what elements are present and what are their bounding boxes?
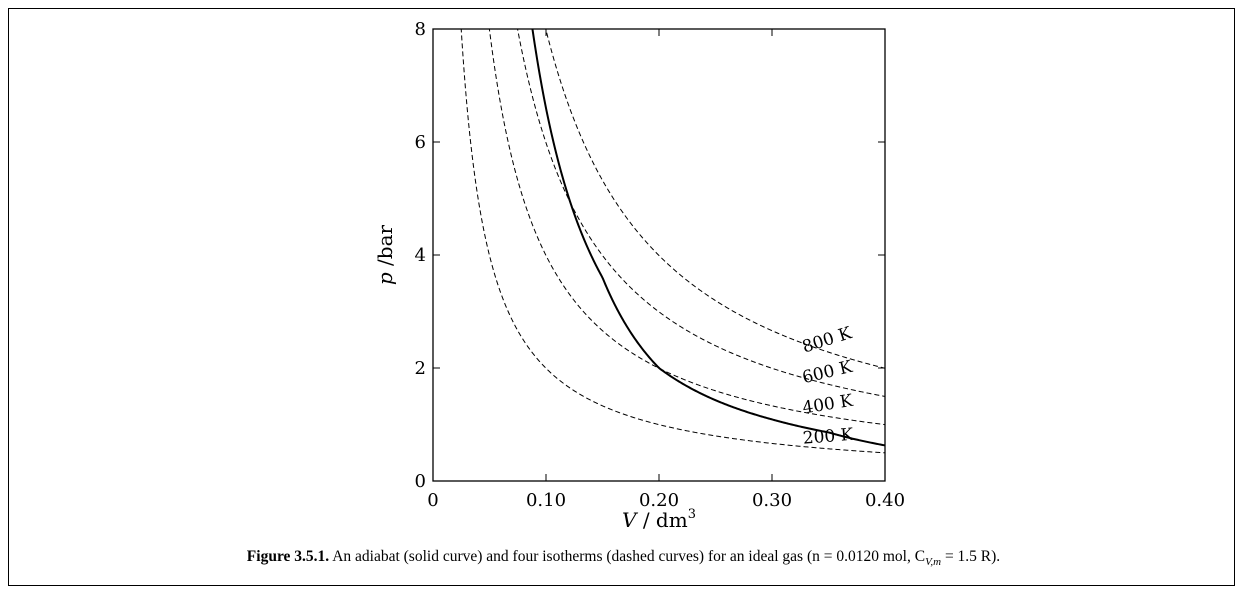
isotherm-400k-label: 400 K	[801, 391, 854, 419]
x-tick-label: 0	[427, 490, 438, 511]
adiabat-line	[531, 29, 885, 447]
caption-label: Figure 3.5.1.	[246, 548, 330, 565]
x-tick-label: 0.40	[865, 490, 905, 511]
plot-curves	[460, 29, 885, 454]
isotherm-800k-line	[545, 29, 885, 369]
axis-ticks: 0 0.10 0.20 0.30 0.40 0 2 4 6 8	[415, 19, 905, 511]
chart: 0 0.10 0.20 0.30 0.40 0 2 4 6 8 200 K 400 K 600 K80…	[373, 19, 905, 532]
isotherm-400k-line	[488, 29, 885, 426]
y-tick-label: 2	[415, 358, 426, 379]
x-axis-label: V / dm3	[622, 507, 696, 532]
x-tick-label: 0.30	[752, 490, 792, 511]
caption-subscript: V,m	[925, 556, 942, 569]
isotherm-200k-label: 200 K	[802, 425, 854, 449]
x-tick-label: 0.10	[526, 490, 566, 511]
x-tick-label: 0.20	[639, 490, 679, 511]
isotherm-600k-label: 600 K	[800, 357, 854, 388]
y-axis-label: p /bar	[373, 224, 397, 285]
y-tick-label: 0	[415, 471, 426, 492]
caption-text: An adiabat (solid curve) and four isothe…	[332, 548, 926, 565]
caption-tail: = 1.5 R).	[941, 548, 1001, 565]
figure-caption: Figure 3.5.1. An adiabat (solid curve) a…	[0, 548, 1247, 568]
figure-frame	[8, 8, 1235, 586]
y-tick-label: 6	[415, 132, 426, 153]
isotherm-800k-label: 800 K	[800, 323, 855, 357]
y-tick-label: 4	[415, 245, 426, 266]
y-tick-label: 8	[415, 19, 426, 40]
isotherm-200k-line	[460, 29, 885, 454]
